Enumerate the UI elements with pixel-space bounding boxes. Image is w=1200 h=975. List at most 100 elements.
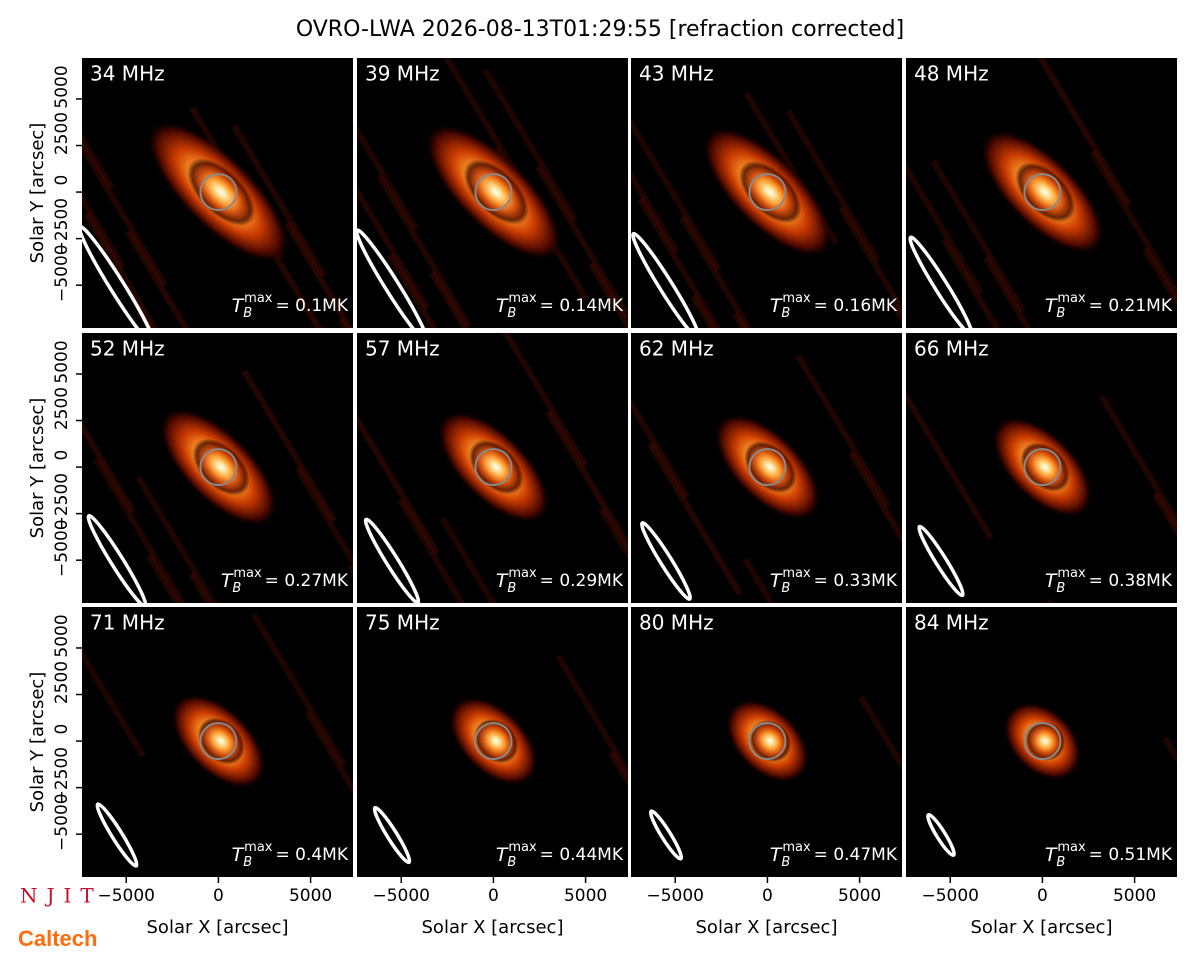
tb-subscript: B	[781, 306, 790, 321]
x-tick-label: 5000	[564, 886, 607, 906]
panel-title: 57 MHz	[365, 337, 440, 361]
tb-subscript: B	[507, 581, 516, 596]
sidelobe-streak	[742, 557, 775, 603]
x-tick-label: −5000	[372, 886, 430, 906]
panel-title: 66 MHz	[914, 337, 989, 361]
tb-value: = 0.1MK	[276, 296, 349, 316]
beam	[917, 524, 965, 598]
panel-title: 43 MHz	[639, 62, 714, 86]
sidelobe-streak	[83, 212, 158, 328]
x-tick-label: −5000	[97, 886, 155, 906]
beam	[631, 231, 701, 328]
emission-core	[749, 720, 792, 762]
sidelobe-streak	[251, 613, 347, 767]
x-tick-label: 0	[213, 886, 224, 906]
sidelobe-streak	[82, 192, 126, 269]
panel: 48 MHz TBmax = 0.21MK	[906, 58, 1177, 328]
y-tick-label: 0	[52, 724, 72, 735]
tb-max-label: TBmax = 0.4MK	[232, 840, 349, 870]
sidelobe-streak	[376, 174, 472, 328]
njit-logo: NJIT	[20, 884, 103, 908]
beam	[95, 802, 139, 868]
sidelobe-streak	[838, 206, 902, 316]
emission-core	[1020, 442, 1070, 492]
tb-max-label: TBmax = 0.1MK	[232, 291, 349, 321]
figure-title: OVRO-LWA 2026-08-13T01:29:55 [refraction…	[296, 17, 904, 42]
sidelobe-streak	[146, 554, 181, 603]
y-tick-label: −5000	[52, 519, 72, 577]
solar-limb	[199, 722, 238, 761]
image-layer	[82, 106, 353, 328]
image-layer	[82, 613, 353, 868]
image-layer	[906, 390, 1177, 603]
sidelobe-streak	[357, 124, 419, 231]
tb-superscript: max	[508, 840, 537, 855]
panel-title: 52 MHz	[90, 337, 165, 361]
image-layer	[82, 369, 353, 603]
tb-value: = 0.27MK	[265, 571, 349, 591]
sidelobe-streak	[502, 333, 588, 467]
sidelobe-streak	[82, 421, 136, 514]
solar-limb	[1023, 722, 1062, 761]
sidelobe-streak	[304, 710, 353, 795]
sidelobe-streak	[482, 68, 578, 222]
tb-superscript: max	[1057, 840, 1086, 855]
tb-symbol: T	[496, 570, 509, 592]
tb-subscript: B	[781, 855, 790, 870]
sidelobe-streak	[906, 390, 994, 540]
sidelobe-streak	[608, 751, 628, 788]
y-axis-label: Solar Y [arcsec]	[27, 672, 48, 813]
image-layer	[906, 58, 1177, 328]
tb-max-label: TBmax = 0.14MK	[496, 291, 624, 321]
solar-limb	[1023, 173, 1062, 212]
panel: 52 MHz TBmax = 0.27MK	[82, 333, 353, 603]
tb-subscript: B	[243, 306, 252, 321]
panel-title: 80 MHz	[639, 611, 714, 635]
tb-symbol: T	[496, 295, 509, 317]
sidelobe-streak	[439, 516, 497, 603]
sidelobe-streak	[545, 410, 628, 552]
tb-symbol: T	[1045, 295, 1058, 317]
tb-value: = 0.4MK	[276, 845, 349, 865]
tb-value: = 0.14MK	[540, 296, 624, 316]
beam	[372, 805, 412, 865]
tb-symbol: T	[770, 844, 783, 866]
tb-superscript: max	[782, 291, 811, 306]
sidelobe-streak	[637, 197, 721, 328]
tb-max-label: TBmax = 0.27MK	[221, 566, 349, 596]
beam	[86, 514, 148, 603]
y-tick-label: 5000	[52, 340, 72, 383]
y-tick-label: 2500	[52, 387, 72, 430]
tb-subscript: B	[232, 581, 241, 596]
sidelobe-streak	[1089, 150, 1177, 300]
sidelobe-streak	[588, 262, 628, 328]
tb-symbol: T	[496, 844, 509, 866]
tb-max-label: TBmax = 0.44MK	[496, 840, 624, 870]
sidelobe-streak	[795, 354, 891, 508]
tb-subscript: B	[507, 855, 516, 870]
tb-superscript: max	[782, 840, 811, 855]
y-tick-label: 2500	[52, 661, 72, 704]
image-layer	[926, 701, 1177, 858]
tb-max-label: TBmax = 0.33MK	[770, 566, 898, 596]
tb-subscript: B	[1056, 855, 1065, 870]
emission-core	[739, 160, 802, 224]
beam	[357, 228, 430, 328]
tb-max-label: TBmax = 0.16MK	[770, 291, 898, 321]
sidelobe-streak	[555, 654, 628, 779]
panel: 80 MHz TBmax = 0.47MK	[631, 607, 902, 877]
image-layer	[372, 654, 628, 865]
sidelobe-streak	[387, 253, 438, 328]
solar-limb	[474, 722, 513, 761]
tb-symbol: T	[232, 295, 245, 317]
solar-limb	[199, 173, 238, 212]
image-layer	[357, 58, 628, 328]
x-tick-label: −5000	[921, 886, 979, 906]
x-tick-label: 5000	[838, 886, 881, 906]
image-layer	[631, 354, 902, 603]
panel-title: 62 MHz	[639, 337, 714, 361]
tb-symbol: T	[770, 295, 783, 317]
sidelobe-streak	[284, 221, 353, 328]
y-axis-label: Solar Y [arcsec]	[27, 123, 48, 264]
